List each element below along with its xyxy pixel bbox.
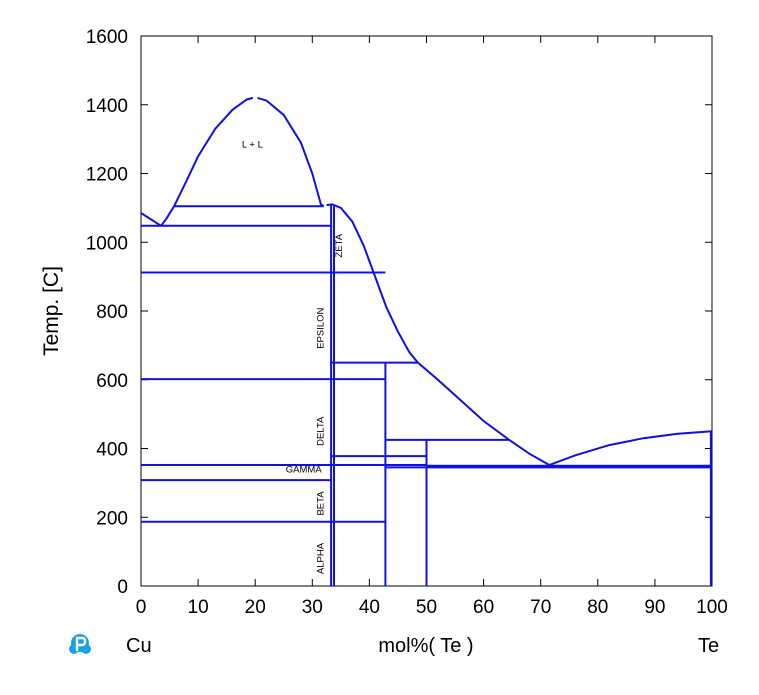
y-tick-label: 1000 [86, 233, 128, 254]
x-tick-label: 40 [359, 597, 380, 618]
phase-label-epsilon: EPSILON [316, 307, 327, 348]
x-tick-label: 100 [696, 597, 728, 618]
y-tick-label: 600 [96, 371, 128, 392]
x-tick-label: 10 [188, 597, 209, 618]
y-tick-label: 400 [96, 440, 128, 461]
y-tick-label: 1200 [86, 165, 128, 186]
x-tick-label: 70 [530, 597, 551, 618]
y-tick-label: 200 [96, 508, 128, 529]
phase-labels-layer: L + L ZETA EPSILON DELTA GAMMA BETA ALPHA [242, 140, 345, 574]
phase-label-delta: DELTA [316, 416, 327, 446]
x-tick-label: 90 [644, 597, 665, 618]
phase-boundary-6 [508, 439, 550, 466]
x-tick-label: 60 [473, 597, 494, 618]
x-tick-label: 30 [302, 597, 323, 618]
phase-boundaries-layer [140, 96, 713, 586]
tick-labels-layer: 0 10 20 30 40 50 60 70 80 90 100020040060080010001… [86, 27, 728, 618]
phase-label-l-l: L + L [242, 140, 263, 151]
phase-boundary-5 [417, 361, 510, 441]
y-tick-label: 800 [96, 302, 128, 323]
phase-boundary-3 [257, 96, 325, 208]
x-tick-label: 0 [136, 597, 147, 618]
x-tick-label: 50 [416, 597, 437, 618]
left-component-label: Cu [126, 635, 152, 657]
phase-label-alpha: ALPHA [316, 542, 327, 574]
phase-label-gamma: GAMMA [286, 465, 323, 476]
phase-boundary-4 [326, 203, 419, 364]
phase-boundary-7 [548, 430, 713, 466]
logo-icon [69, 634, 91, 654]
y-tick-label: 1400 [86, 96, 128, 117]
phase-boundary-0 [140, 212, 162, 227]
x-tick-label: 20 [245, 597, 266, 618]
x-tick-label: 80 [587, 597, 608, 618]
y-tick-label: 0 [117, 577, 128, 598]
phase-boundary-1 [160, 205, 175, 227]
y-axis-label: Temp. [C] [40, 266, 63, 356]
right-component-label: Te [698, 635, 719, 657]
phase-boundary-2 [173, 96, 254, 207]
phase-label-beta: BETA [316, 491, 327, 516]
y-tick-label: 1600 [86, 27, 128, 48]
phase-label-zeta: ZETA [334, 233, 345, 257]
x-axis-label: mol%( Te ) [378, 635, 473, 657]
